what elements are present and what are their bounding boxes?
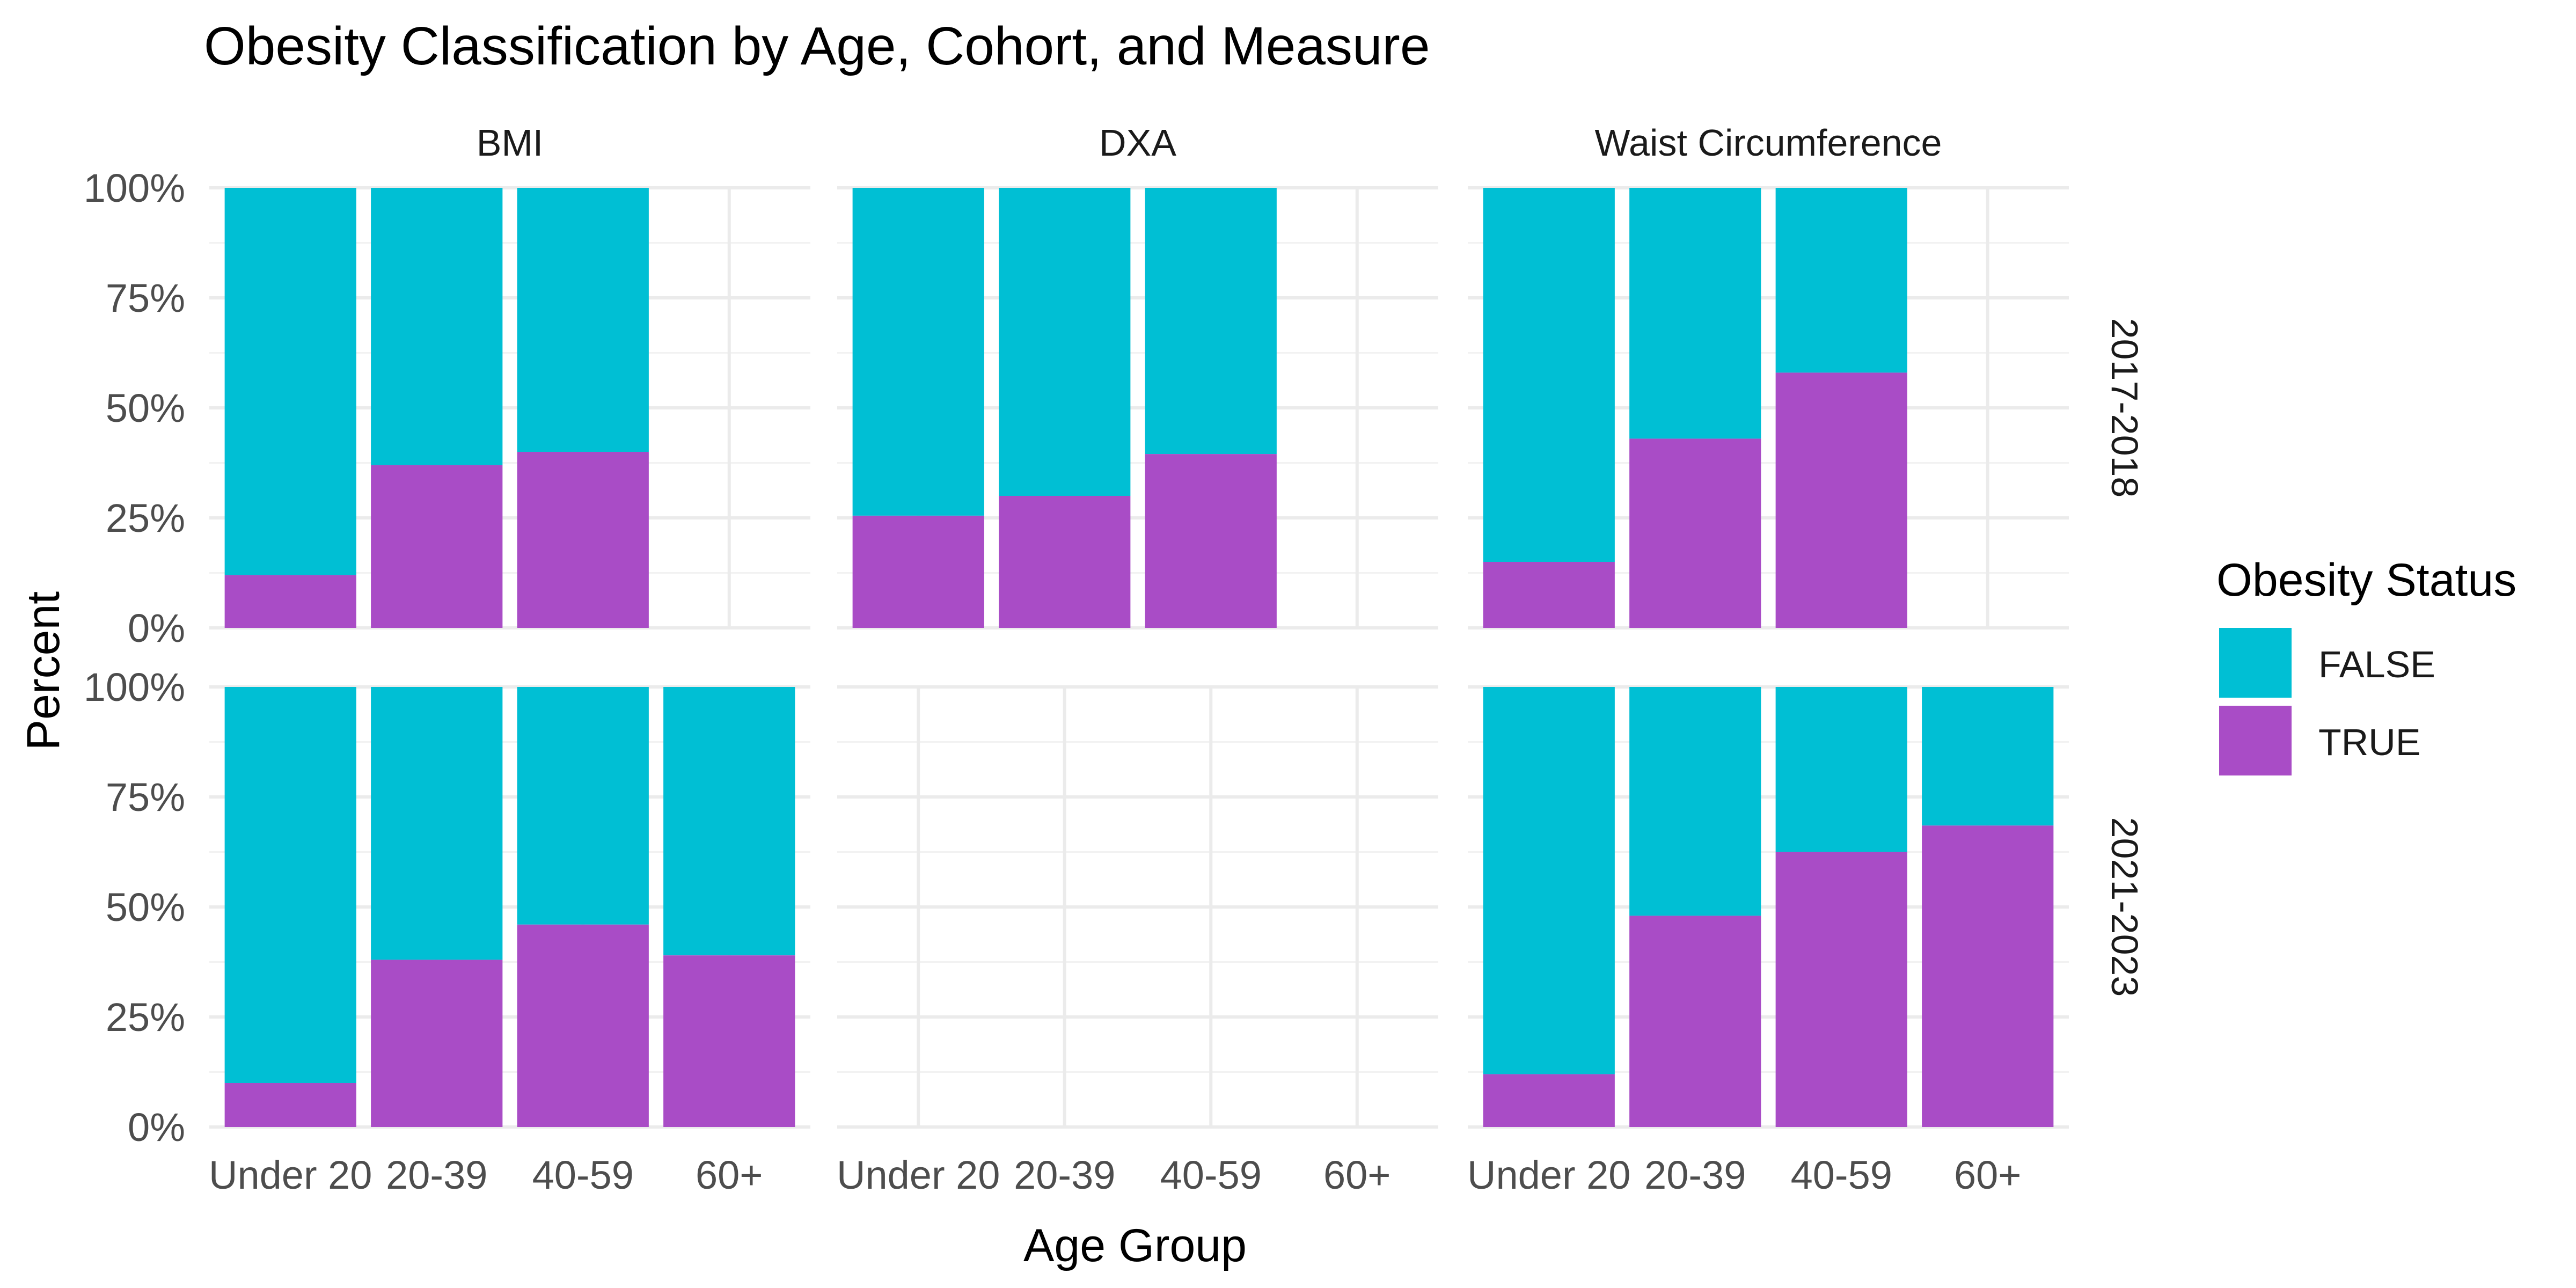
bar-true-waist-circumference-2021-2023-under-20 (1483, 1074, 1615, 1127)
x-tick-label: 60+ (1323, 1153, 1391, 1197)
bar-false-bmi-2021-2023-40-59 (517, 687, 649, 925)
bar-false-bmi-2021-2023-20-39 (371, 687, 503, 960)
bar-false-waist-circumference-2017-2018-under-20 (1483, 188, 1615, 562)
legend-label-true: TRUE (2318, 721, 2421, 763)
x-tick-label: Under 20 (837, 1153, 1000, 1197)
y-tick-label: 0% (128, 1105, 185, 1150)
facet-label-dxa: DXA (1099, 122, 1176, 164)
bar-false-waist-circumference-2017-2018-20-39 (1629, 188, 1761, 439)
x-tick-label: 60+ (1954, 1153, 2022, 1197)
y-tick-label: 0% (128, 606, 185, 650)
bar-false-waist-circumference-2021-2023-40-59 (1775, 687, 1907, 852)
bar-true-bmi-2021-2023-under-20 (224, 1083, 356, 1127)
legend: Obesity Status FALSE TRUE (2216, 554, 2516, 775)
y-tick-label: 100% (84, 665, 185, 709)
bar-true-bmi-2021-2023-40-59 (517, 924, 649, 1127)
x-tick-label: 40-59 (1160, 1153, 1262, 1197)
x-tick-label: 60+ (696, 1153, 763, 1197)
bar-false-bmi-2017-2018-40-59 (517, 188, 649, 452)
bar-false-dxa-2017-2018-under-20 (852, 188, 984, 516)
y-axis-title: Percent (18, 591, 69, 750)
bar-true-bmi-2017-2018-40-59 (517, 452, 649, 628)
bar-true-waist-circumference-2021-2023-60 (1922, 825, 2054, 1127)
bar-false-dxa-2017-2018-20-39 (999, 188, 1131, 496)
y-tick-label: 25% (106, 995, 185, 1040)
bar-true-dxa-2017-2018-under-20 (852, 515, 984, 628)
bar-true-bmi-2021-2023-60 (663, 955, 795, 1127)
y-tick-label: 25% (106, 496, 185, 540)
x-tick-label: Under 20 (209, 1153, 372, 1197)
bar-false-waist-circumference-2021-2023-under-20 (1483, 687, 1615, 1074)
bar-false-bmi-2017-2018-20-39 (371, 188, 503, 465)
legend-swatch-true (2219, 706, 2292, 775)
bar-true-bmi-2017-2018-under-20 (224, 575, 356, 628)
facet-label-2017-2018: 2017-2018 (2104, 318, 2146, 498)
bar-true-waist-circumference-2017-2018-40-59 (1775, 372, 1907, 628)
bar-false-bmi-2021-2023-60 (663, 687, 795, 956)
bar-true-bmi-2017-2018-20-39 (371, 465, 503, 628)
x-tick-label: 20-39 (1014, 1153, 1115, 1197)
bar-true-waist-circumference-2021-2023-20-39 (1629, 916, 1761, 1127)
bar-true-waist-circumference-2017-2018-under-20 (1483, 562, 1615, 628)
bar-false-waist-circumference-2017-2018-40-59 (1775, 188, 1907, 373)
chart-panels: BMI 0% 25% 50% 75% 100% DXA Waist Circumference… (84, 122, 2146, 1197)
facet-label-bmi: BMI (477, 122, 543, 164)
bar-false-waist-circumference-2021-2023-60 (1922, 687, 2054, 826)
legend-swatch-false (2219, 628, 2292, 698)
bar-false-bmi-2017-2018-under-20 (224, 188, 356, 575)
y-tick-label: 50% (106, 386, 185, 430)
x-tick-label: 40-59 (1791, 1153, 1892, 1197)
y-tick-label: 100% (84, 166, 185, 210)
y-tick-label: 50% (106, 885, 185, 930)
bar-false-dxa-2017-2018-40-59 (1145, 188, 1277, 455)
x-tick-label: 40-59 (532, 1153, 634, 1197)
y-tick-label: 75% (106, 276, 185, 320)
bar-true-waist-circumference-2021-2023-40-59 (1775, 852, 1907, 1127)
x-tick-label: 20-39 (386, 1153, 487, 1197)
x-tick-label: Under 20 (1467, 1153, 1630, 1197)
facet-label-2021-2023: 2021-2023 (2104, 817, 2146, 997)
bar-true-dxa-2017-2018-20-39 (999, 496, 1131, 628)
bar-true-dxa-2017-2018-40-59 (1145, 454, 1277, 628)
x-axis-title: Age Group (1023, 1220, 1247, 1271)
facet-label-waist-circumference: Waist Circumference (1595, 122, 1942, 164)
bar-false-bmi-2021-2023-under-20 (224, 687, 356, 1083)
legend-title: Obesity Status (2216, 554, 2516, 606)
bar-true-bmi-2021-2023-20-39 (371, 960, 503, 1127)
x-tick-label: 20-39 (1644, 1153, 1746, 1197)
bar-false-waist-circumference-2021-2023-20-39 (1629, 687, 1761, 916)
legend-label-false: FALSE (2318, 643, 2435, 685)
y-tick-label: 75% (106, 775, 185, 819)
chart-title: Obesity Classification by Age, Cohort, a… (204, 16, 1430, 76)
bar-true-waist-circumference-2017-2018-20-39 (1629, 438, 1761, 628)
